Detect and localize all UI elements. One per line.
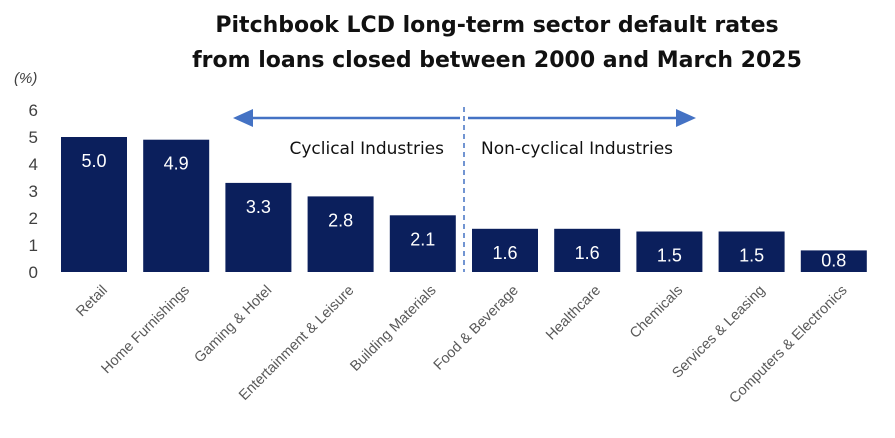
left-arrowhead-icon bbox=[233, 109, 253, 127]
value-label: 1.5 bbox=[657, 246, 682, 266]
y-axis-unit: (%) bbox=[14, 70, 37, 87]
value-label: 3.3 bbox=[246, 197, 271, 217]
value-labels: 5.0 4.9 3.3 2.8 2.1 1.6 1.6 1.5 1.5 0.8 bbox=[81, 151, 846, 270]
value-label: 1.6 bbox=[575, 243, 600, 263]
group-label-non-cyclical: Non-cyclical Industries bbox=[481, 139, 673, 159]
category-label: Retail bbox=[73, 283, 111, 321]
bars bbox=[61, 137, 867, 272]
category-label: Food & Beverage bbox=[431, 283, 522, 374]
value-label: 1.5 bbox=[739, 246, 764, 266]
value-label: 0.8 bbox=[821, 250, 846, 270]
y-axis-ticks: 0 1 2 3 4 5 6 bbox=[29, 101, 38, 282]
category-label: Chemicals bbox=[627, 283, 686, 342]
category-label: Services & Leasing bbox=[669, 283, 768, 382]
y-tick-label: 6 bbox=[29, 101, 38, 120]
category-label: Healthcare bbox=[543, 283, 604, 344]
bar bbox=[800, 250, 867, 272]
group-annotations: Cyclical Industries Non-cyclical Industr… bbox=[233, 107, 696, 272]
bar bbox=[307, 196, 374, 272]
value-label: 2.1 bbox=[410, 229, 435, 249]
right-arrowhead-icon bbox=[676, 109, 696, 127]
bar bbox=[225, 182, 292, 272]
y-tick-label: 5 bbox=[29, 128, 38, 147]
y-tick-label: 2 bbox=[29, 209, 38, 228]
bar bbox=[472, 228, 538, 272]
value-label: 4.9 bbox=[164, 154, 189, 174]
y-tick-label: 0 bbox=[29, 263, 38, 282]
value-label: 2.8 bbox=[328, 210, 353, 230]
bar bbox=[554, 228, 621, 272]
value-label: 5.0 bbox=[81, 151, 106, 171]
category-label: Building Materials bbox=[347, 283, 439, 375]
bar bbox=[143, 139, 210, 272]
group-label-cyclical: Cyclical Industries bbox=[289, 139, 444, 159]
category-label: Home Furnishings bbox=[99, 283, 194, 378]
y-tick-label: 1 bbox=[29, 236, 38, 255]
y-tick-label: 4 bbox=[29, 155, 38, 174]
bar bbox=[61, 137, 127, 272]
chart-title-line-2: from loans closed between 2000 and March… bbox=[192, 48, 802, 73]
value-label: 1.6 bbox=[492, 243, 517, 263]
y-tick-label: 3 bbox=[29, 182, 38, 201]
chart-title-line-1: Pitchbook LCD long-term sector default r… bbox=[215, 13, 778, 38]
bar bbox=[389, 215, 456, 272]
category-label: Gaming & Hotel bbox=[192, 283, 276, 367]
bar bbox=[718, 231, 785, 272]
bar bbox=[636, 231, 703, 272]
